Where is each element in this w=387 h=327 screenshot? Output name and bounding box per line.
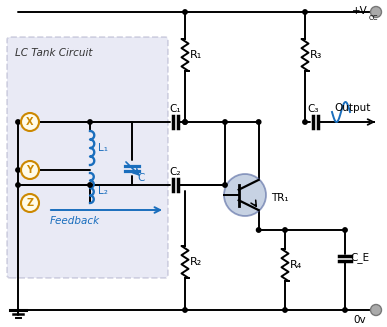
Circle shape <box>257 120 261 124</box>
Circle shape <box>303 120 307 124</box>
Circle shape <box>183 10 187 14</box>
Text: L₁: L₁ <box>98 143 108 153</box>
Text: R₃: R₃ <box>310 50 322 60</box>
Text: LC Tank Circuit: LC Tank Circuit <box>15 48 92 58</box>
Text: C: C <box>137 173 144 183</box>
Text: C₃: C₃ <box>307 104 319 114</box>
Text: L₂: L₂ <box>98 186 108 196</box>
Text: 0v: 0v <box>353 315 366 325</box>
Text: R₁: R₁ <box>190 50 202 60</box>
Text: C_E: C_E <box>350 252 369 264</box>
Text: +V: +V <box>352 6 368 16</box>
Text: X: X <box>26 117 34 127</box>
Circle shape <box>183 120 187 124</box>
Circle shape <box>257 228 261 232</box>
Circle shape <box>370 7 382 18</box>
Text: TR₁: TR₁ <box>271 193 289 203</box>
Text: C₁: C₁ <box>169 104 181 114</box>
Circle shape <box>21 161 39 179</box>
Text: Y: Y <box>26 165 34 175</box>
Circle shape <box>88 183 92 187</box>
Text: R₂: R₂ <box>190 257 202 267</box>
Circle shape <box>183 120 187 124</box>
Circle shape <box>21 194 39 212</box>
Text: CC: CC <box>369 15 378 22</box>
FancyBboxPatch shape <box>7 37 168 278</box>
Circle shape <box>16 120 20 124</box>
Circle shape <box>223 183 227 187</box>
Circle shape <box>16 183 20 187</box>
Text: Output: Output <box>335 103 371 113</box>
Circle shape <box>21 113 39 131</box>
Text: Z: Z <box>26 198 34 208</box>
Circle shape <box>343 228 347 232</box>
Circle shape <box>88 120 92 124</box>
Circle shape <box>16 168 20 172</box>
Circle shape <box>183 308 187 312</box>
Text: R₄: R₄ <box>290 260 302 270</box>
Circle shape <box>370 304 382 316</box>
Text: C₂: C₂ <box>169 167 181 177</box>
Text: Feedback: Feedback <box>50 216 100 226</box>
Circle shape <box>224 174 266 216</box>
Circle shape <box>223 120 227 124</box>
Circle shape <box>283 308 287 312</box>
Circle shape <box>303 10 307 14</box>
Circle shape <box>343 308 347 312</box>
Circle shape <box>283 228 287 232</box>
